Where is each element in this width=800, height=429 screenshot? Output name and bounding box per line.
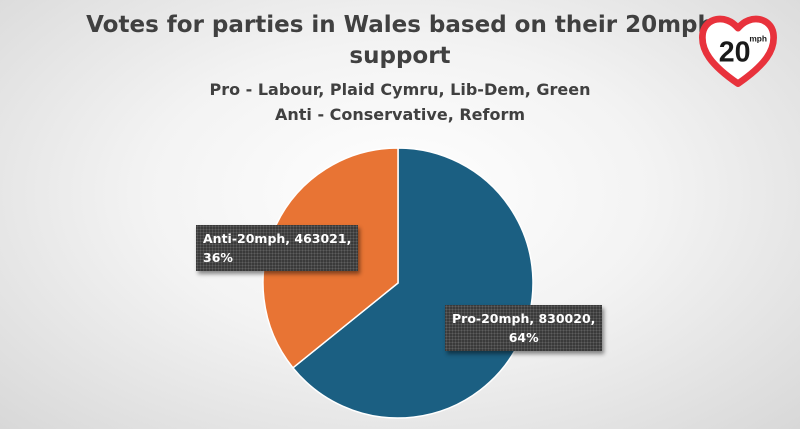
data-label-anti-20mph: Anti-20mph, 463021, 36% bbox=[196, 225, 359, 271]
data-label-pro-20mph: Pro-20mph, 830020, 64% bbox=[445, 305, 603, 351]
data-label-pro-line2: 64% bbox=[508, 330, 539, 345]
data-label-anti-line1: Anti-20mph, 463021, bbox=[203, 231, 352, 246]
logo-number: 20 bbox=[719, 37, 751, 69]
data-label-anti-line2: 36% bbox=[203, 250, 233, 265]
chart-subtitle-pro: Pro - Labour, Plaid Cymru, Lib-Dem, Gree… bbox=[209, 80, 591, 99]
logo-unit: mph bbox=[749, 34, 767, 44]
data-label-pro-line1: Pro-20mph, 830020, bbox=[452, 311, 596, 326]
chart-subtitle-anti: Anti - Conservative, Reform bbox=[274, 105, 526, 124]
20mph-heart-logo: 20 mph bbox=[699, 15, 777, 87]
chart-title: Votes for parties in Wales based on thei… bbox=[86, 12, 714, 69]
heart-icon bbox=[699, 15, 777, 87]
